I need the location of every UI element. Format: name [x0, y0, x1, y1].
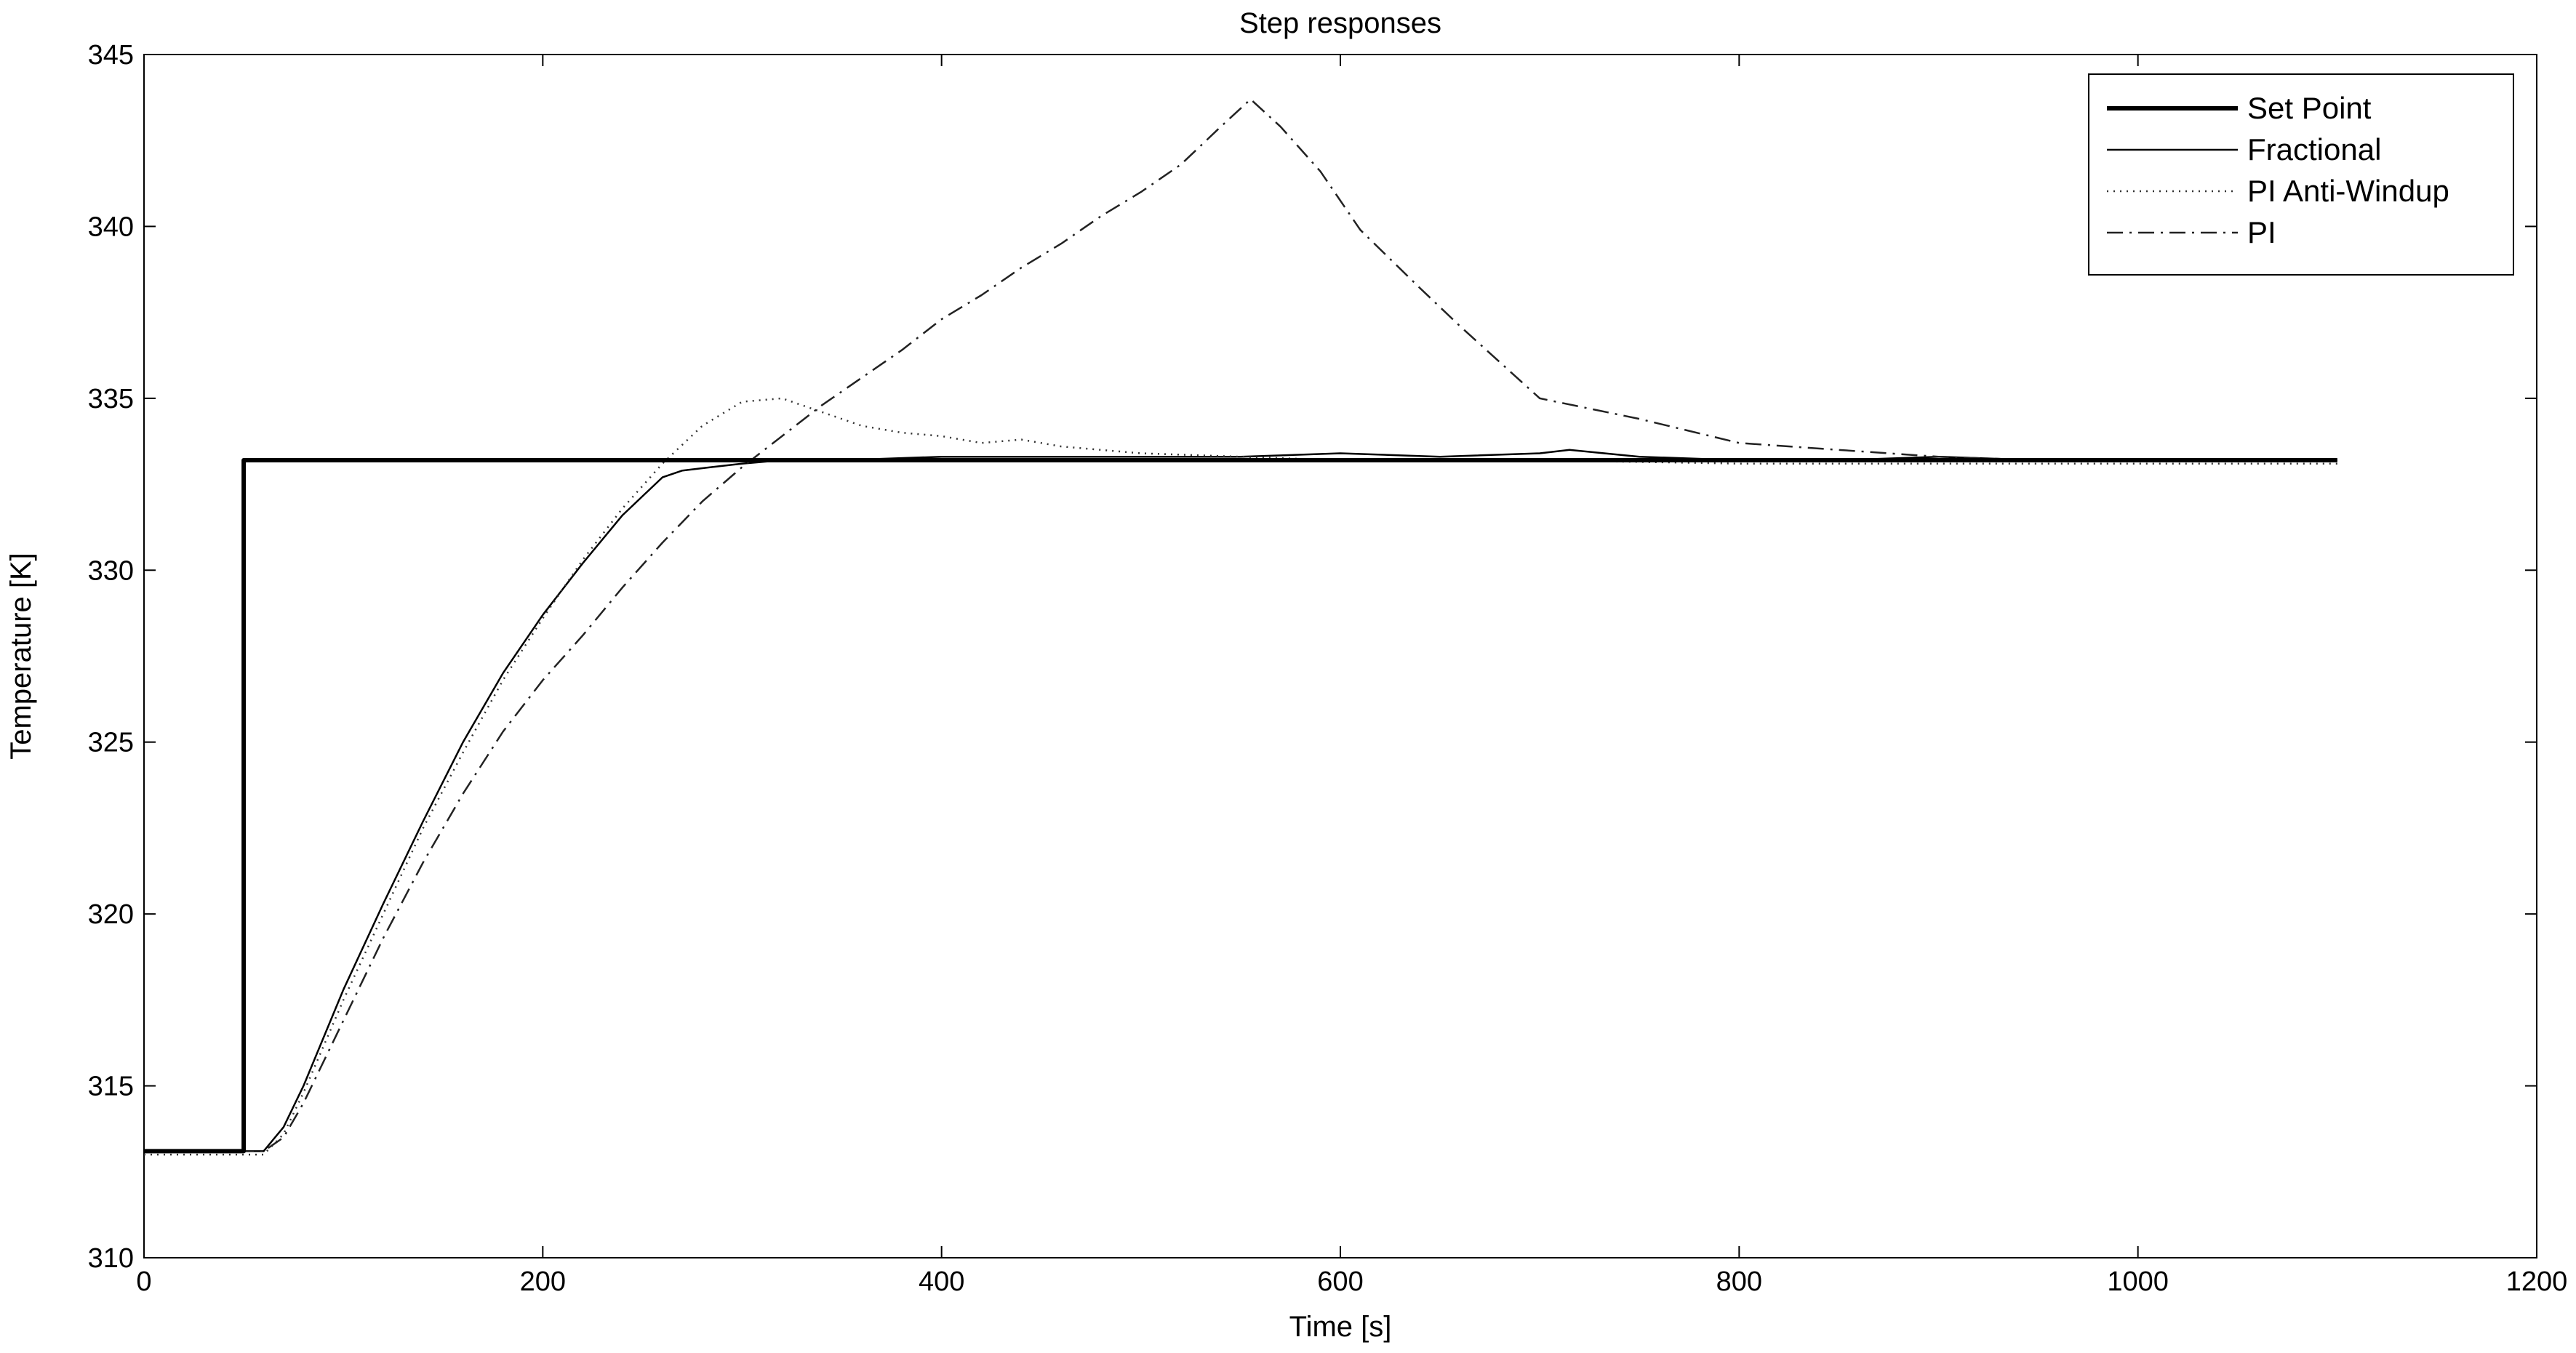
y-tick-label: 335 — [88, 384, 134, 414]
x-tick-label: 800 — [1716, 1266, 1762, 1297]
legend: Set Point Fractional PI Anti-Windup PI — [2088, 73, 2514, 276]
y-tick-label: 320 — [88, 899, 134, 930]
plot-area — [144, 98, 2337, 1156]
y-tick-label: 325 — [88, 728, 134, 758]
chart-title: Step responses — [1239, 7, 1441, 39]
x-tick-label: 0 — [136, 1266, 151, 1297]
y-tick-label: 310 — [88, 1243, 134, 1274]
y-tick-label: 330 — [88, 555, 134, 586]
legend-label-fractional: Fractional — [2247, 132, 2381, 166]
legend-label-pi: PI — [2247, 215, 2276, 249]
x-tick-label: 200 — [520, 1266, 566, 1297]
x-tick-label: 1000 — [2107, 1266, 2169, 1297]
series-line-set-point — [144, 458, 2337, 1154]
x-tick-label: 400 — [919, 1266, 964, 1297]
series-line-pi — [144, 98, 2337, 1152]
x-tick-label: 1200 — [2506, 1266, 2568, 1297]
axes-group: 0 200 400 600 800 1000 1200 310 315 320 325 330 335 3… — [88, 40, 2568, 1297]
legend-label-pi-anti-windup: PI Anti-Windup — [2247, 174, 2449, 208]
y-axis-label: Temperature [K] — [5, 553, 37, 760]
y-tick-label: 345 — [88, 40, 134, 71]
legend-label-set-point: Set Point — [2247, 91, 2372, 125]
y-tick-label: 315 — [88, 1072, 134, 1102]
y-tick-label: 340 — [88, 212, 134, 242]
x-axis-label: Time [s] — [1289, 1311, 1392, 1343]
x-tick-label: 600 — [1317, 1266, 1363, 1297]
